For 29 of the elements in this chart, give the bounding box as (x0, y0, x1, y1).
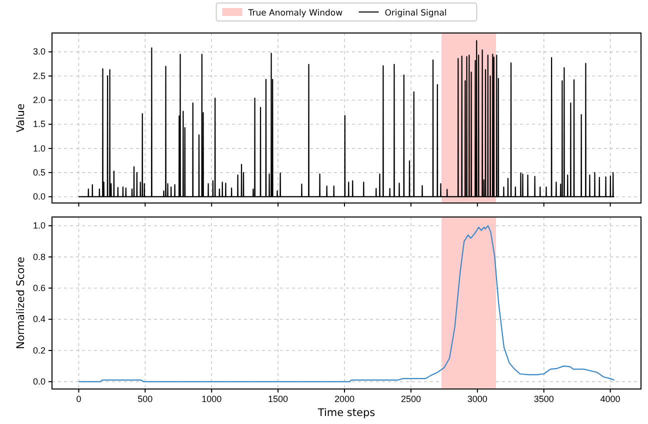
y-tick-label: 0.8 (32, 252, 46, 262)
x-tick-label: 3500 (534, 394, 554, 404)
y-axis-title: Value (15, 104, 27, 132)
y-tick-label: 1.0 (32, 220, 46, 231)
x-tick-label: 3000 (467, 394, 488, 404)
y-tick-label: 0.2 (32, 345, 46, 356)
y-tick-label: 2.5 (32, 70, 46, 81)
x-tick-label: 4000 (600, 394, 620, 404)
y-tick-label: 0.0 (32, 192, 46, 202)
line-series (78, 40, 615, 198)
y-tick-label: 0.4 (32, 314, 46, 324)
legend-label: True Anomaly Window (247, 8, 343, 18)
y-tick-label: 0.5 (32, 167, 46, 178)
y-tick-label: 2.0 (32, 95, 46, 106)
x-tick-label: 1000 (202, 394, 222, 404)
line-series (78, 225, 615, 382)
y-tick-label: 1.0 (32, 143, 46, 154)
x-tick-label: 0 (76, 394, 82, 404)
x-axis-title: Time steps (316, 407, 376, 419)
x-tick-label: 2000 (334, 394, 355, 404)
x-tick-label: 500 (138, 394, 153, 404)
x-tick-label: 2500 (400, 394, 421, 404)
y-tick-label: 0.6 (32, 282, 46, 293)
y-tick-label: 0.0 (32, 376, 46, 387)
y-axis-title: Normalized Score (15, 256, 27, 350)
y-tick-label: 3.0 (32, 46, 46, 57)
y-tick-label: 1.5 (32, 119, 46, 130)
x-tick-label: 1500 (268, 394, 288, 404)
legend-label: Original Signal (384, 8, 447, 18)
